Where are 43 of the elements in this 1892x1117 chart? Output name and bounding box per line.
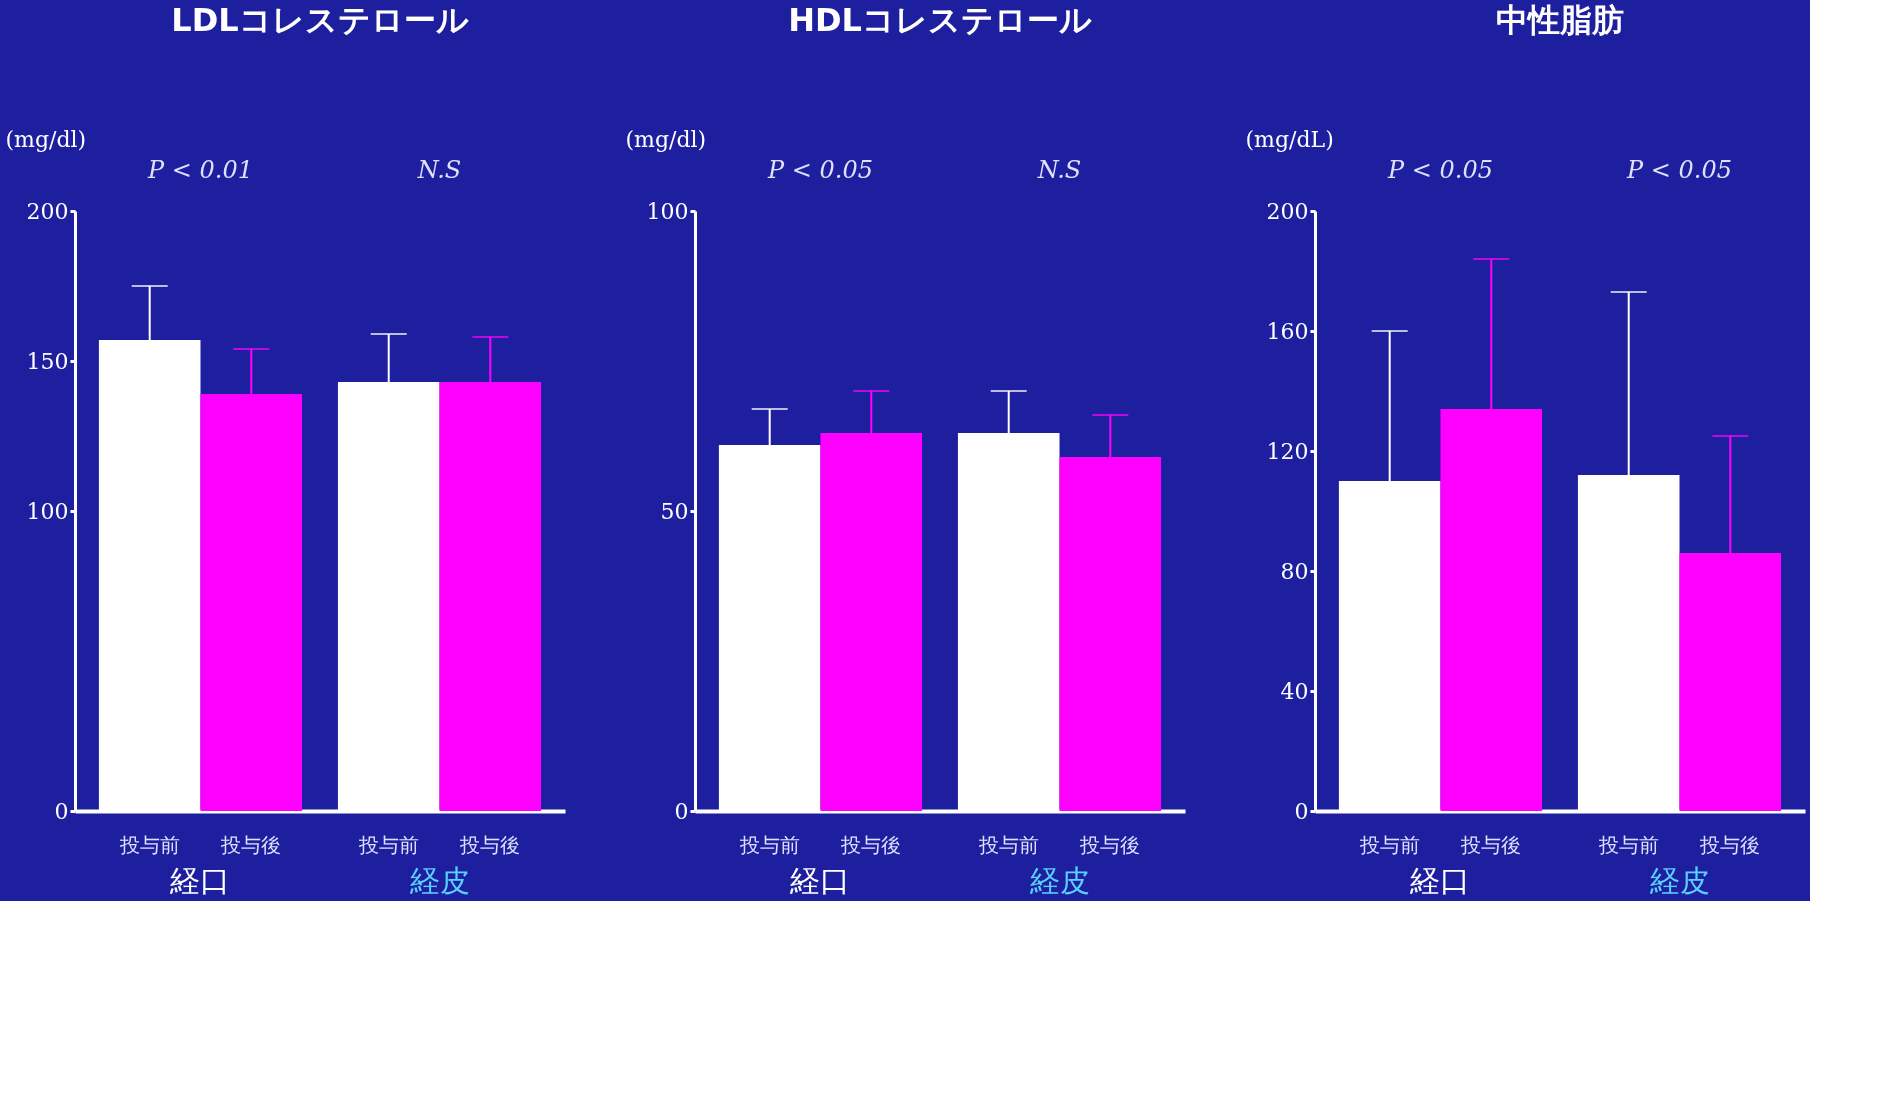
text: 投与前: [978, 833, 1039, 857]
y-axis-title: (mg/dl): [5, 126, 87, 152]
y-tick-label: 100: [646, 198, 689, 224]
text: P < 0.05: [1387, 156, 1493, 184]
chart-title: 中性脂肪: [1496, 1, 1624, 39]
series-label: 投与前: [738, 833, 800, 857]
series-label: 投与後: [840, 833, 902, 857]
y-tick-label: 120: [1266, 438, 1309, 464]
text: 投与後: [1080, 833, 1141, 857]
chart-title: HDLコレステロール: [788, 1, 1092, 39]
text: 投与後: [460, 833, 521, 857]
text: 投与前: [358, 833, 419, 857]
series-label: 投与後: [220, 833, 282, 857]
text: P < 0.05: [1626, 156, 1732, 184]
text: 投与前: [1598, 833, 1659, 857]
series-label: 投与後: [1460, 833, 1522, 857]
y-tick-label: 50: [660, 498, 689, 524]
text: P < 0.05: [767, 156, 873, 184]
text: P < 0.01: [147, 156, 253, 184]
x-tick-label: 経口: [1409, 862, 1471, 898]
text: N.S: [1036, 156, 1082, 184]
x-tick-label: 経口: [169, 862, 231, 898]
y-tick-label: 100: [26, 498, 69, 524]
x-tick-label: 経口: [789, 862, 851, 898]
y-axis-title: (mg/dL): [1245, 126, 1334, 152]
x-tick-label: 経皮: [1028, 862, 1090, 898]
y-tick-label: 0: [1294, 798, 1309, 824]
y-tick-label: 80: [1280, 558, 1309, 584]
series-label: 投与前: [118, 833, 180, 857]
chart-title: LDLコレステロール: [171, 1, 469, 39]
y-tick-label: 0: [674, 798, 689, 824]
y-tick-label: 0: [54, 798, 69, 824]
text: N.S: [416, 156, 462, 184]
y-axis-title: (mg/dl): [625, 126, 707, 152]
x-tick-label: 経皮: [1648, 862, 1710, 898]
text: 投与後: [1700, 833, 1761, 857]
y-tick-label: 200: [26, 198, 69, 224]
x-tick-label: 経皮: [408, 862, 470, 898]
y-tick-label: 200: [1266, 198, 1309, 224]
y-tick-label: 40: [1280, 678, 1309, 704]
y-tick-label: 150: [26, 348, 69, 374]
series-label: 投与前: [1358, 833, 1420, 857]
y-tick-label: 160: [1266, 318, 1309, 344]
